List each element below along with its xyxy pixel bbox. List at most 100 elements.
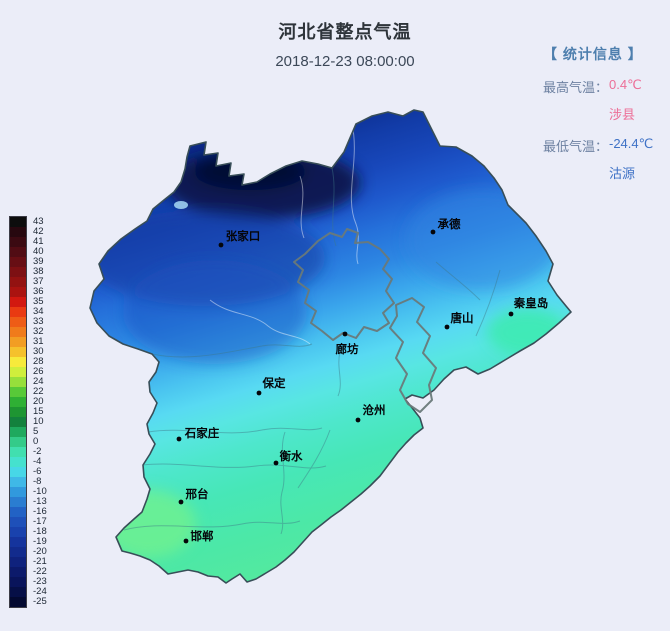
colorbar-cell (10, 427, 26, 437)
tianjin-boundary (389, 297, 437, 413)
min-temp-value: -24.4℃ (609, 136, 654, 151)
colorbar-cell (10, 557, 26, 567)
city-label: 保定 (262, 376, 286, 390)
city-label: 秦皇岛 (513, 296, 549, 310)
city-label: 唐山 (450, 311, 474, 325)
colorbar-label: 35 (33, 296, 44, 307)
colorbar-cell (10, 217, 26, 227)
min-temp-label: 最低气温： (543, 139, 609, 154)
colorbar-label: 38 (33, 266, 44, 277)
colorbar-label: -23 (33, 576, 47, 587)
colorbar-label: 37 (33, 276, 44, 287)
hebei-outline (89, 109, 572, 584)
max-temp-value: 0.4℃ (609, 77, 642, 92)
colorbar-cell (10, 377, 26, 387)
colorbar-cell (10, 247, 26, 257)
prefecture-boundaries (123, 167, 501, 535)
colorbar-cell (10, 497, 26, 507)
colorbar-cell (10, 257, 26, 267)
statistics-panel-title: 【 统计信息 】 (543, 46, 643, 62)
colorbar-label: 26 (33, 366, 44, 377)
rivers (209, 123, 359, 345)
colorbar-cell (10, 567, 26, 577)
colorbar-cell (10, 487, 26, 497)
colorbar-label: 36 (33, 286, 44, 297)
colorbar-label: 42 (33, 226, 44, 237)
colorbar-label: 0 (33, 436, 39, 447)
city-dot (355, 417, 361, 423)
beijing-boundary (293, 228, 395, 341)
colorbar-label: 32 (33, 326, 44, 337)
colorbar-label: -25 (33, 596, 47, 607)
colorbar-cell (10, 417, 26, 427)
colorbar-cell (10, 367, 26, 377)
colorbar-cell (10, 337, 26, 347)
colorbar-cell (10, 507, 26, 517)
colorbar-cell (10, 597, 26, 607)
colorbar-labels: 43 42 41 40 39 38 37 36 35 34 33 32 31 30 28 26 24 22 20 15… (33, 216, 47, 608)
city-label: 沧州 (363, 403, 386, 417)
colorbar-label: -19 (33, 536, 47, 547)
city-label: 张家口 (226, 229, 261, 243)
colorbar-label: 41 (33, 236, 44, 247)
colorbar-label: 28 (33, 356, 44, 367)
colorbar-label: -24 (33, 586, 47, 597)
colorbar-label: 40 (33, 246, 44, 257)
colorbar-cell (10, 327, 26, 337)
colorbar-label: -4 (33, 456, 42, 467)
colorbar-label: -22 (33, 566, 47, 577)
colorbar-cell (10, 547, 26, 557)
city-label: 邯郸 (191, 529, 214, 543)
colorbar-cell (10, 537, 26, 547)
colorbar-label: 24 (33, 376, 44, 387)
colorbar-label: 33 (33, 316, 44, 327)
statistics-panel: 【 统计信息 】 最高气温： 0.4℃ 涉县 最低气温： -24.4℃ 沽源 (543, 44, 665, 182)
city-dot (342, 331, 348, 337)
colorbar-cell (10, 307, 26, 317)
city-dot (178, 499, 184, 505)
city-dot (508, 311, 514, 317)
city-label: 邢台 (185, 487, 209, 501)
colorbar-cell (10, 297, 26, 307)
min-temp-row: 最低气温： -24.4℃ (543, 136, 665, 155)
colorbar-label: 10 (33, 416, 44, 427)
colorbar-label: -13 (33, 496, 47, 507)
colorbar-cells (9, 216, 27, 608)
colorbar-cell (10, 527, 26, 537)
colorbar-cell (10, 397, 26, 407)
colorbar-label: -17 (33, 516, 47, 527)
colorbar-cell (10, 407, 26, 417)
colorbar-label: 30 (33, 346, 44, 357)
max-temp-label: 最高气温： (543, 80, 609, 95)
max-temp-row: 最高气温： 0.4℃ (543, 77, 665, 96)
colorbar-cell (10, 577, 26, 587)
colorbar-label: 22 (33, 386, 44, 397)
colorbar-cell (10, 517, 26, 527)
colorbar-cell (10, 287, 26, 297)
city-dot (218, 242, 224, 248)
colorbar-cell (10, 347, 26, 357)
colorbar-cell (10, 357, 26, 367)
colorbar-label: 5 (33, 426, 39, 437)
colorbar-cell (10, 437, 26, 447)
colorbar-label: 31 (33, 336, 44, 347)
colorbar-label: -16 (33, 506, 47, 517)
min-temp-station: 沽源 (609, 166, 636, 181)
city-label: 廊坊 (336, 342, 359, 356)
colorbar-label: 34 (33, 306, 44, 317)
city-label: 石家庄 (184, 426, 220, 440)
lake (174, 201, 188, 209)
colorbar-cell (10, 267, 26, 277)
colorbar-cell (10, 457, 26, 467)
colorbar-cell (10, 387, 26, 397)
colorbar-label: -18 (33, 526, 47, 537)
city-dot (430, 229, 436, 235)
colorbar-cell (10, 277, 26, 287)
city-dot (183, 538, 189, 544)
mild-zone-qinhuangdao (487, 308, 567, 356)
colorbar-cell (10, 467, 26, 477)
colorbar-label: -21 (33, 556, 47, 567)
